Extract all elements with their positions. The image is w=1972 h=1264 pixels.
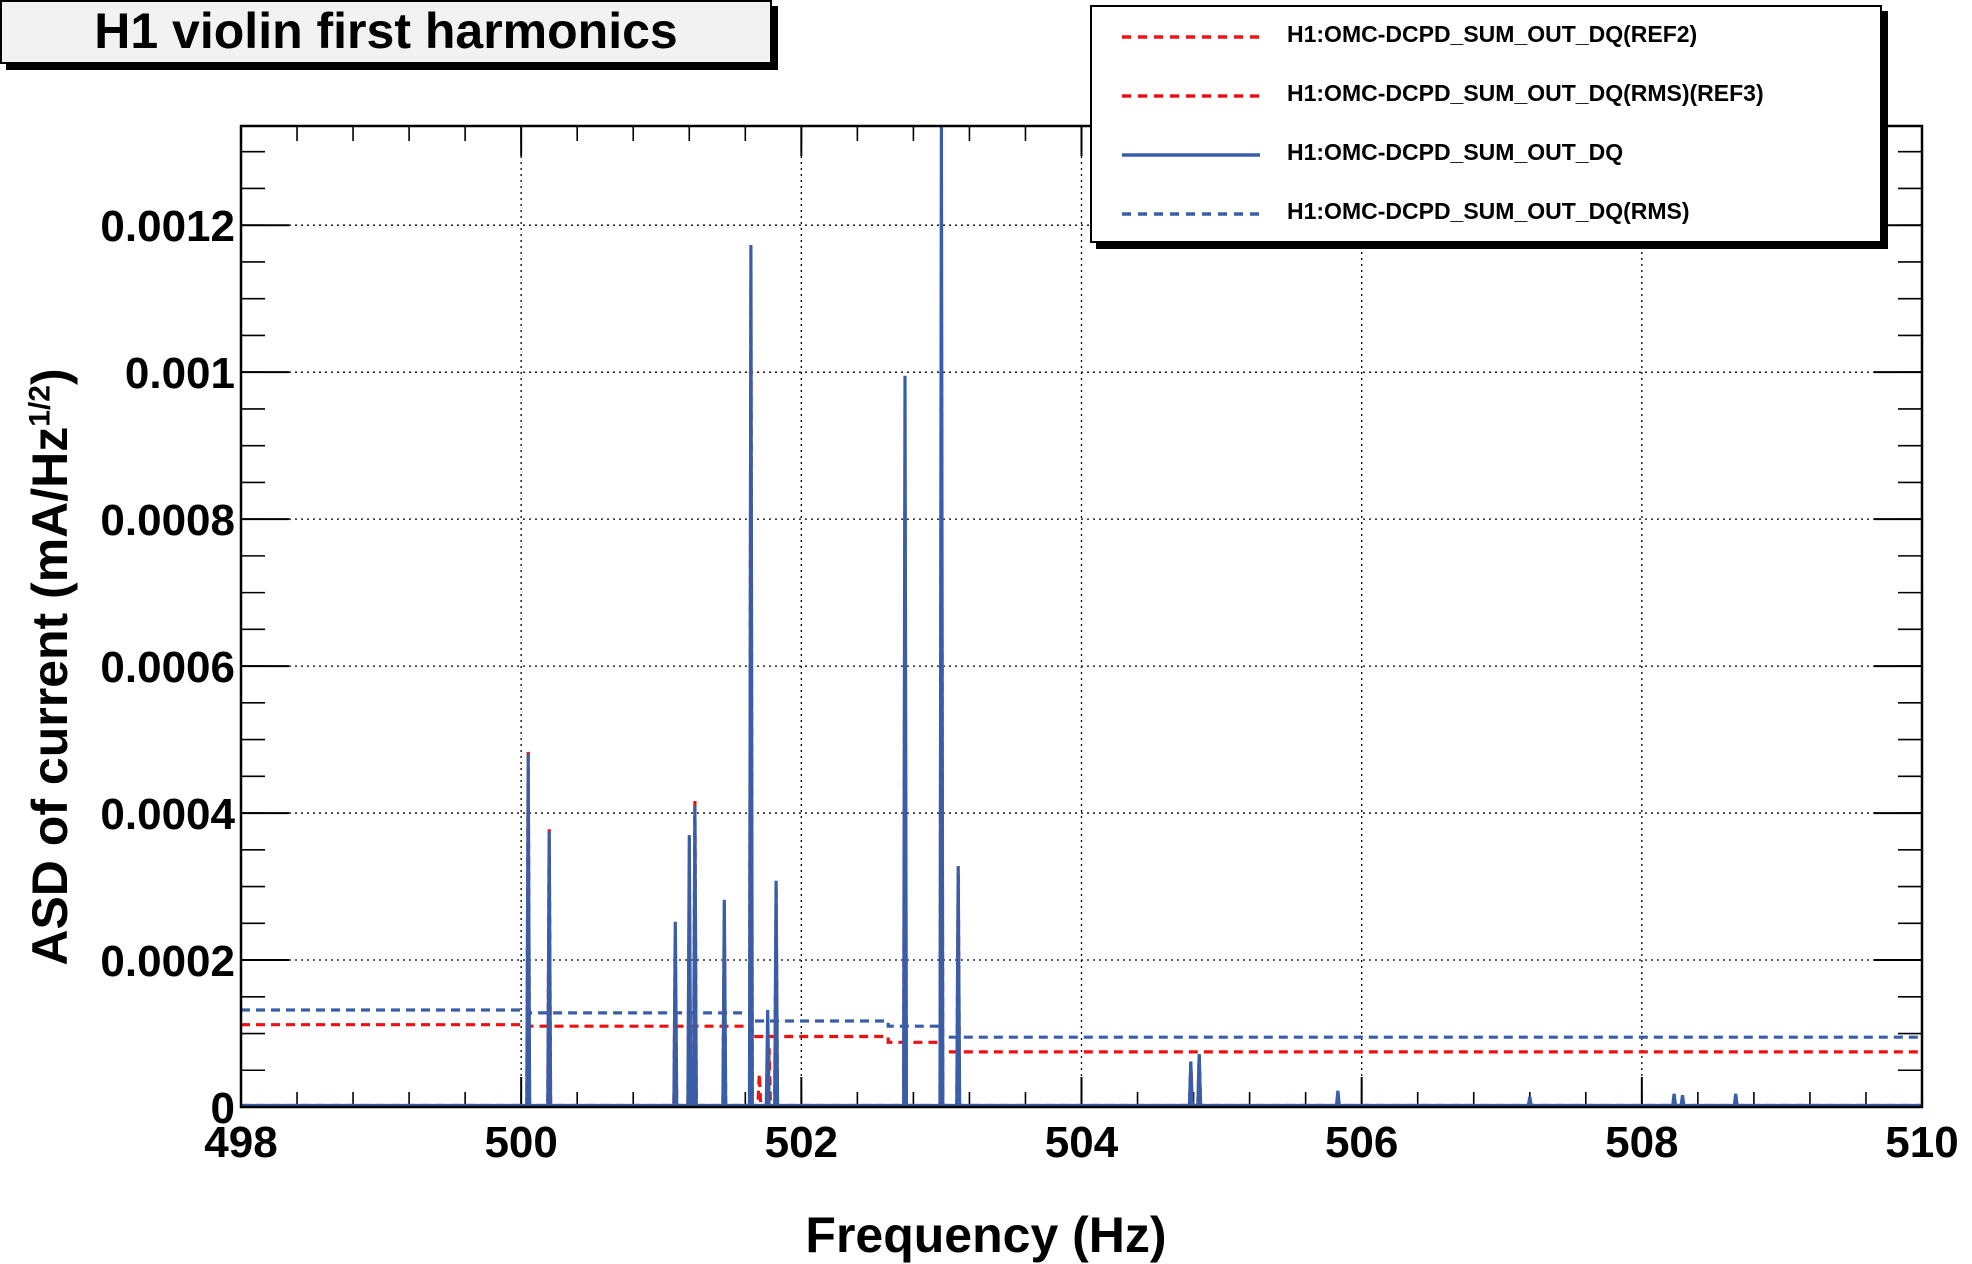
x-tick-labels: 498 500 502 504 506 508 510 <box>204 1118 1958 1167</box>
y-axis-label-text: ASD of current (mA/Hz <box>22 426 78 966</box>
y-tick-label: 0.0004 <box>100 790 235 839</box>
y-tick-label: 0.001 <box>125 349 235 398</box>
x-tick-label: 506 <box>1325 1118 1398 1167</box>
legend-label-rms: H1:OMC-DCPD_SUM_OUT_DQ(RMS) <box>1287 198 1690 224</box>
grid-lines <box>241 126 1922 1107</box>
y-tick-label: 0 <box>211 1084 235 1133</box>
y-axis-label-close: ) <box>22 368 78 386</box>
x-tick-label: 500 <box>484 1118 557 1167</box>
y-tick-label: 0.0012 <box>100 202 235 251</box>
legend-swatches <box>1122 35 1260 216</box>
chart-title: H1 violin first harmonics <box>94 3 678 59</box>
x-tick-label: 510 <box>1885 1118 1958 1167</box>
y-tick-labels: 0 0.0002 0.0004 0.0006 0.0008 0.001 0.0012 <box>100 202 235 1133</box>
series-rms-line <box>241 1008 1922 1039</box>
plot-frame <box>239 124 1924 1109</box>
x-tick-label: 504 <box>1045 1118 1119 1167</box>
x-axis-label: Frequency (Hz) <box>805 1207 1167 1263</box>
x-tick-label: 498 <box>204 1118 277 1167</box>
legend-label-rms-ref3: H1:OMC-DCPD_SUM_OUT_DQ(RMS)(REF3) <box>1287 80 1764 106</box>
y-axis-label-exponent: 1/2 <box>23 385 57 427</box>
legend-label-ref2: H1:OMC-DCPD_SUM_OUT_DQ(REF2) <box>1287 21 1698 47</box>
legend <box>1090 5 1882 243</box>
series-current-line <box>241 125 1922 1108</box>
y-axis-label: ASD of current (mA/Hz1/2) <box>21 368 79 965</box>
x-tick-label: 502 <box>765 1118 838 1167</box>
chart-title-box <box>0 0 772 64</box>
series-layer <box>241 125 1922 1108</box>
y-tick-label: 0.0002 <box>100 937 235 986</box>
legend-label-current: H1:OMC-DCPD_SUM_OUT_DQ <box>1287 139 1624 165</box>
y-tick-label: 0.0006 <box>100 643 235 692</box>
x-tick-label: 508 <box>1605 1118 1678 1167</box>
y-tick-label: 0.0008 <box>100 496 235 545</box>
